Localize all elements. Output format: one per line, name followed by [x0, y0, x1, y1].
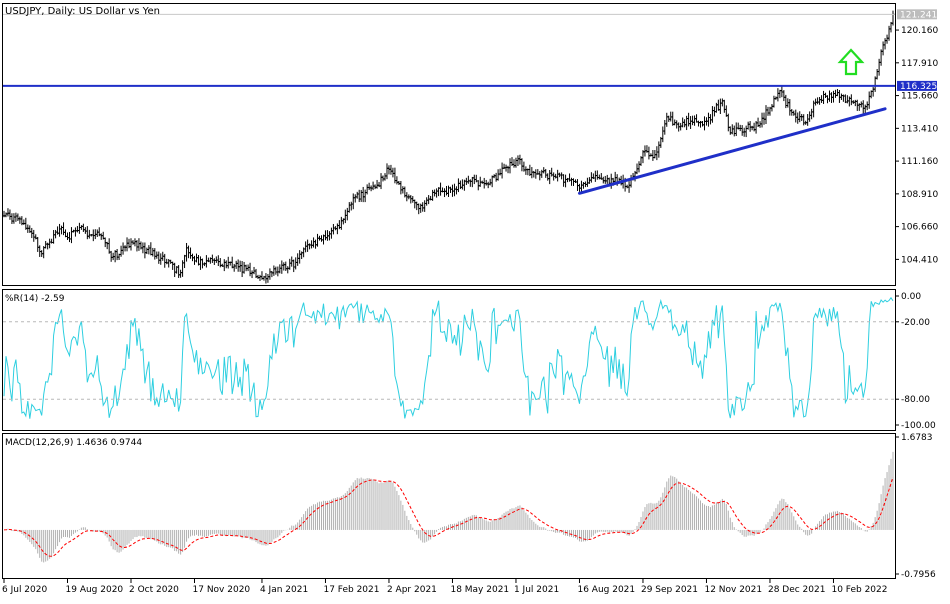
x-tick-label: 29 Sep 2021 — [641, 585, 698, 595]
x-tick-label: 19 Aug 2020 — [66, 585, 124, 595]
macd-signal-line — [3, 477, 894, 557]
macd-tick-label: -0.7956 — [901, 570, 936, 580]
price-tick-label: 111.160 — [901, 157, 938, 167]
price-tick-label: 104.410 — [901, 255, 938, 265]
x-tick-label: 12 Nov 2021 — [704, 585, 762, 595]
wpr-tick-label: -100.00 — [901, 421, 936, 431]
level-price-badge: 116.325 — [900, 82, 937, 92]
x-tick-label: 10 Feb 2022 — [831, 585, 887, 595]
wpr-panel[interactable] — [2, 289, 896, 431]
wpr-line — [3, 296, 894, 419]
macd-tick-label: 1.6783 — [901, 433, 933, 443]
price-bars — [2, 10, 895, 284]
wpr-tick-label: -20.00 — [901, 318, 930, 328]
wpr-tick-label: 0.00 — [901, 292, 921, 302]
x-tick-label: 16 Aug 2021 — [577, 585, 635, 595]
wpr-label: %R(14) -2.59 — [5, 294, 65, 304]
x-tick-label: 4 Jan 2021 — [260, 585, 308, 595]
up-arrow-icon[interactable] — [837, 48, 865, 76]
price-tick-label: 106.660 — [901, 223, 938, 233]
x-tick-label: 18 May 2021 — [450, 585, 509, 595]
price-title: USDJPY, Daily: US Dollar vs Yen — [5, 6, 160, 17]
macd-panel[interactable] — [2, 433, 896, 579]
x-tick-label: 17 Nov 2020 — [193, 585, 251, 595]
x-tick-label: 28 Dec 2021 — [768, 585, 826, 595]
level-price-badge-bg — [897, 80, 937, 91]
price-tick-label: 117.910 — [901, 59, 938, 69]
x-tick-label: 2 Apr 2021 — [387, 585, 437, 595]
current-price-badge-bg — [897, 9, 937, 20]
support-trendline[interactable] — [577, 107, 887, 195]
current-price-badge: 121.241 — [900, 10, 937, 20]
x-tick-label: 1 Jul 2021 — [514, 585, 559, 595]
price-tick-label: 113.410 — [901, 124, 938, 134]
price-tick-label: 115.660 — [901, 92, 938, 102]
price-panel[interactable] — [2, 3, 896, 286]
macd-series — [3, 451, 894, 563]
axes: 120.160 117.910 115.660 113.410 111.160 108.9… — [2, 9, 938, 595]
x-tick-label: 17 Feb 2021 — [323, 585, 379, 595]
x-tick-label: 6 Jul 2020 — [2, 585, 47, 595]
wpr-series — [3, 296, 895, 419]
wpr-tick-label: -80.00 — [901, 395, 930, 405]
x-tick-label: 2 Oct 2020 — [129, 585, 179, 595]
macd-label: MACD(12,26,9) 1.4636 0.9744 — [5, 438, 142, 448]
price-tick-label: 120.160 — [901, 26, 938, 36]
price-tick-label: 108.910 — [901, 190, 938, 200]
